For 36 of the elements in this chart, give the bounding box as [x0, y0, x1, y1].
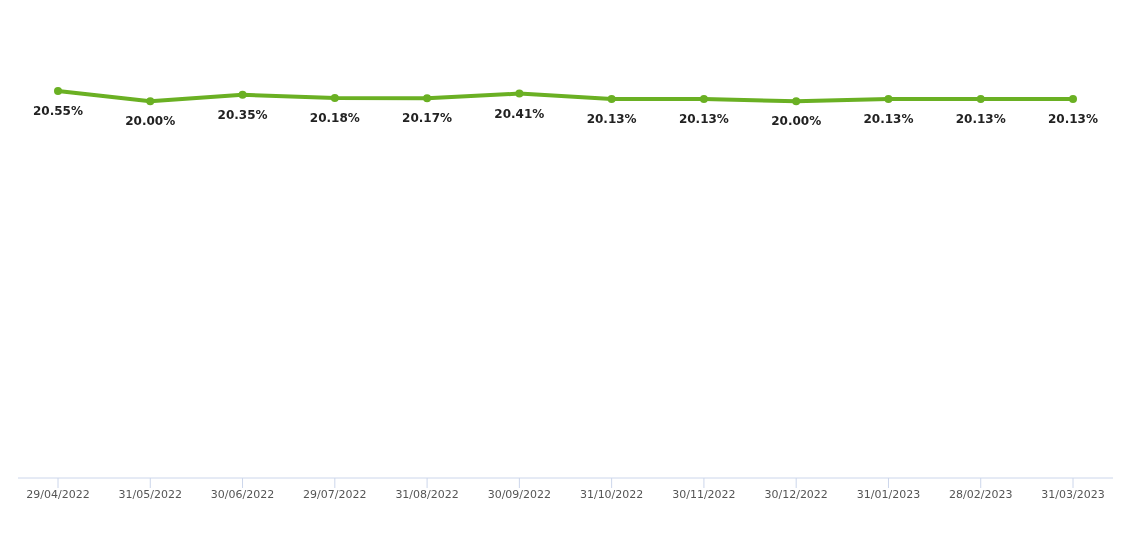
- data-label: 20.35%: [217, 107, 268, 122]
- point: [699, 94, 708, 103]
- data-label: 20.13%: [863, 111, 914, 126]
- data-label: 20.13%: [955, 111, 1006, 126]
- point: [54, 86, 62, 95]
- point: [330, 93, 339, 102]
- x-tick-label: 31/03/2023: [1041, 487, 1105, 501]
- x-tick-label: 30/11/2022: [672, 487, 736, 501]
- point: [515, 89, 524, 98]
- x-tick-label: 29/07/2022: [303, 487, 367, 501]
- x-tick-label: 30/09/2022: [487, 487, 552, 501]
- x-tick-label: 31/05/2022: [118, 487, 182, 501]
- point: [423, 94, 432, 103]
- x-tick-label: 30/06/2022: [210, 487, 275, 501]
- point: [607, 94, 616, 103]
- data-label: 20.17%: [402, 111, 453, 126]
- point: [238, 90, 247, 99]
- data-label: 20.13%: [1048, 111, 1098, 126]
- x-tick-label: 30/12/2022: [764, 487, 828, 501]
- data-label: 20.00%: [771, 114, 822, 129]
- point: [146, 97, 155, 106]
- point: [884, 94, 893, 103]
- data-label: 20.41%: [494, 106, 545, 121]
- data-label: 20.18%: [309, 110, 360, 125]
- x-tick-label: 31/08/2022: [395, 487, 459, 501]
- point: [1069, 94, 1077, 103]
- x-tick-label: 31/10/2022: [579, 487, 644, 501]
- x-tick-label: 31/01/2023: [856, 487, 921, 501]
- data-label: 20.00%: [125, 114, 176, 129]
- x-tick-label: 28/02/2023: [949, 487, 1013, 501]
- data-label: 20.13%: [678, 111, 729, 126]
- x-tick-label: 29/04/2022: [26, 487, 90, 501]
- data-label: 20.13%: [586, 111, 637, 126]
- data-label: 20.55%: [33, 103, 83, 118]
- point: [976, 94, 985, 103]
- point: [792, 97, 801, 106]
